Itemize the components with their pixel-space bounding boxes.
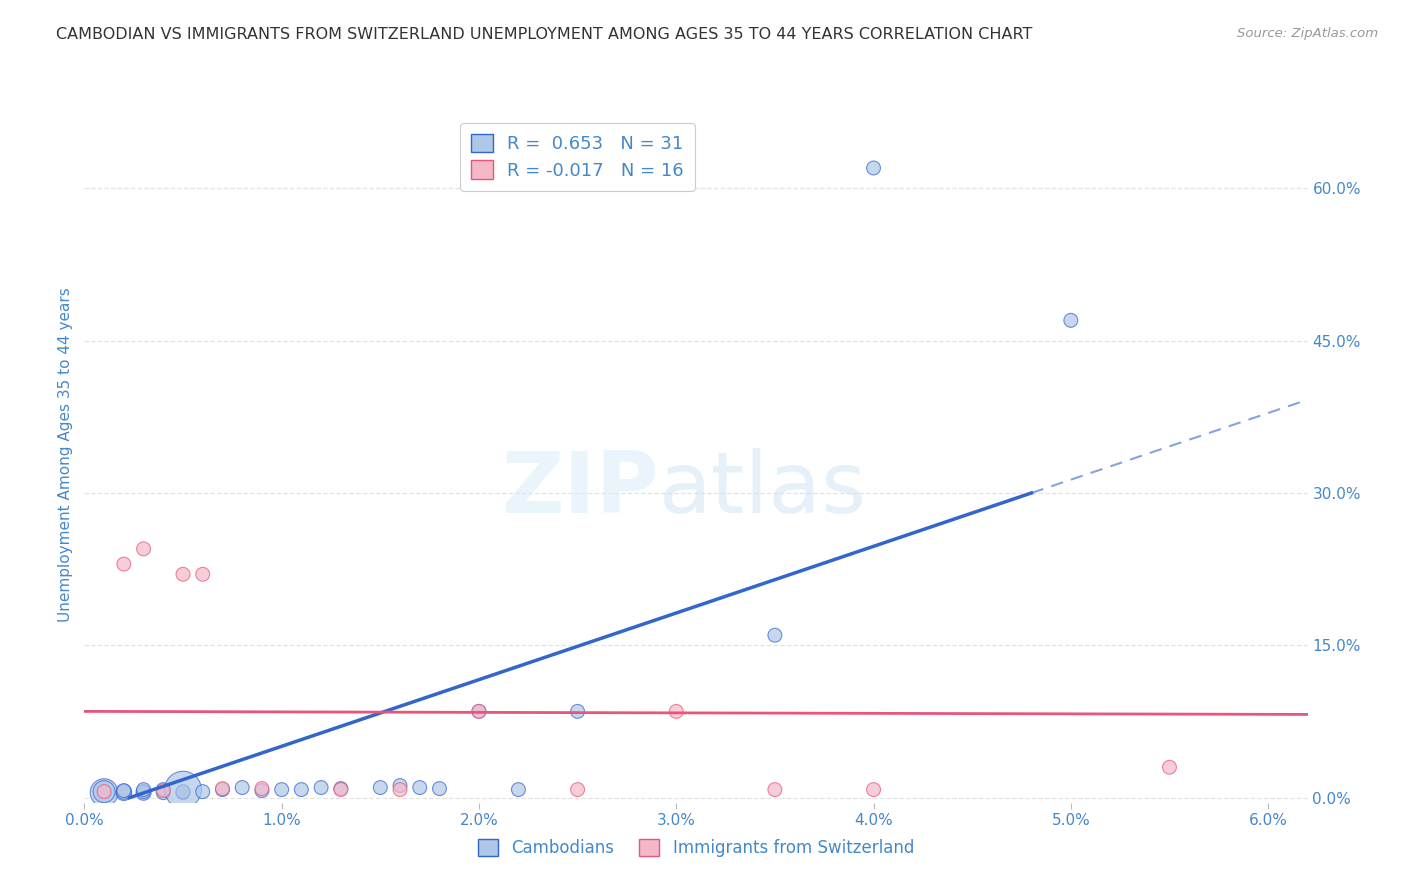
Point [508, 782, 530, 797]
Point [172, 784, 194, 798]
Point [152, 782, 174, 797]
Point [172, 782, 194, 797]
Point [211, 781, 233, 796]
Point [132, 782, 155, 797]
Point [172, 786, 194, 800]
Point [231, 780, 253, 795]
Point [1060, 313, 1083, 327]
Point [152, 783, 174, 797]
Point [191, 784, 214, 798]
Point [368, 780, 391, 795]
Point [152, 786, 174, 800]
Point [112, 783, 135, 797]
Point [132, 784, 155, 798]
Point [862, 161, 884, 175]
Point [309, 780, 332, 795]
Point [112, 557, 135, 571]
Point [132, 541, 155, 556]
Point [763, 628, 786, 642]
Point [172, 567, 194, 582]
Point [191, 567, 214, 582]
Point [468, 705, 491, 719]
Point [329, 781, 352, 796]
Point [290, 782, 312, 797]
Point [93, 786, 115, 800]
Y-axis label: Unemployment Among Ages 35 to 44 years: Unemployment Among Ages 35 to 44 years [58, 287, 73, 623]
Point [270, 782, 292, 797]
Point [250, 783, 273, 797]
Point [93, 784, 115, 798]
Point [389, 782, 412, 797]
Point [1159, 760, 1181, 774]
Point [567, 705, 589, 719]
Legend: Cambodians, Immigrants from Switzerland: Cambodians, Immigrants from Switzerland [471, 832, 921, 864]
Point [93, 784, 115, 798]
Point [250, 781, 273, 796]
Text: atlas: atlas [659, 448, 868, 532]
Point [763, 782, 786, 797]
Text: Source: ZipAtlas.com: Source: ZipAtlas.com [1237, 27, 1378, 40]
Text: ZIP: ZIP [502, 448, 659, 532]
Point [665, 705, 688, 719]
Point [468, 705, 491, 719]
Point [429, 781, 451, 796]
Point [389, 779, 412, 793]
Point [862, 782, 884, 797]
Point [112, 786, 135, 800]
Point [409, 780, 432, 795]
Point [112, 784, 135, 798]
Point [567, 782, 589, 797]
Point [132, 786, 155, 800]
Point [329, 782, 352, 797]
Text: CAMBODIAN VS IMMIGRANTS FROM SWITZERLAND UNEMPLOYMENT AMONG AGES 35 TO 44 YEARS : CAMBODIAN VS IMMIGRANTS FROM SWITZERLAND… [56, 27, 1032, 42]
Point [211, 782, 233, 797]
